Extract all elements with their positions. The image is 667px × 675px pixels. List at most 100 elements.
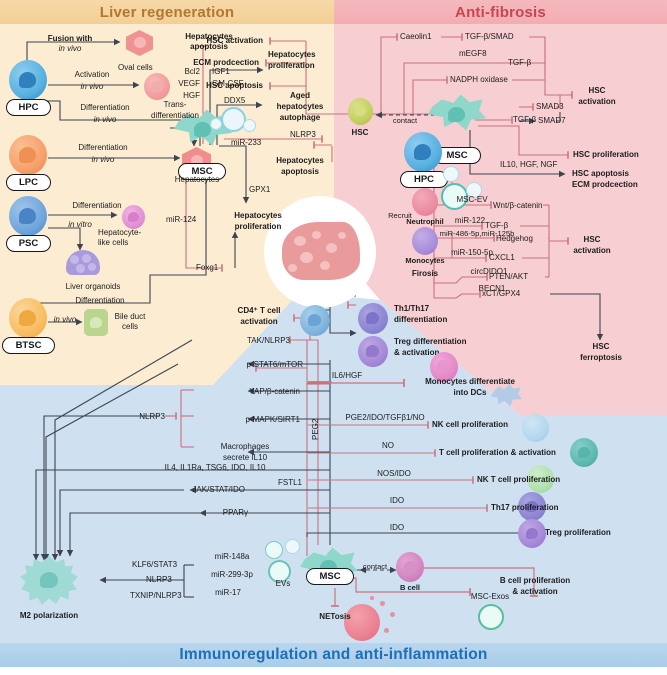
neutrophil-icon: [412, 188, 438, 216]
text-ppar-gamma: PPARγ: [222, 508, 248, 517]
text-caeolin1: Caeolin1: [400, 32, 432, 41]
text-hsc-activation-left: HSC activation: [206, 36, 263, 45]
text-p-stat6-mtor: p-STAT6/mTOR: [246, 360, 303, 369]
text-hep-prolif-1: Hepatocytes: [268, 50, 316, 59]
exosome-icon: [243, 119, 256, 132]
text-hsc-activation-2-2: activation: [573, 246, 611, 255]
text-macrophages-2: secrete IL10: [222, 453, 268, 462]
text-klf6-stat3: KLF6/STAT3: [132, 560, 178, 569]
header-anti-fibrosis: Anti-fibrosis: [334, 0, 667, 24]
text-hepatocytes: Hepatocytes: [174, 175, 220, 184]
exosome-icon: [221, 107, 246, 132]
text-nadph-oxidase: NADPH oxidase: [450, 75, 508, 84]
text-hsc-proliferation: HSC proliferation: [573, 150, 639, 159]
text-ecm-prodcection-right: ECM prodcection: [572, 180, 638, 189]
header-fibrosis-title: Anti-fibrosis: [455, 3, 546, 21]
text-hsc-activation-right-2: activation: [578, 97, 616, 106]
text-hep-prolif2-1: Hepatocytes: [234, 211, 282, 220]
cd4-t-cell-nucleus-icon: [308, 314, 321, 326]
text-mir150: miR-150-5p: [451, 248, 493, 257]
text-mir17: miR-17: [215, 588, 241, 597]
text-hep-prolif-2: proliferation: [268, 61, 315, 70]
text-activation: Activation: [74, 70, 110, 79]
organoid-vesicle-icon: [82, 254, 91, 263]
nk-cell-icon: [522, 414, 549, 442]
text-msc-exos: MSC-Exos: [470, 592, 510, 601]
text-fusion-with: Fusion with: [47, 34, 93, 43]
text-p-mapk-sirt1: p-MAPK/SIRT1: [245, 415, 300, 424]
text-hep-apoptosis-2: apoptosis: [190, 42, 228, 51]
text-treg-prolif: Treg proliferation: [545, 528, 611, 537]
header-liver-regeneration: Liver regeneration: [0, 0, 334, 24]
text-hsc-apoptosis-left: HSC apoptosis: [206, 81, 263, 90]
label-msc-fibrosis: MSC: [433, 147, 481, 164]
text-evs: EVs: [275, 579, 291, 588]
text-fstl1: FSTL1: [277, 478, 303, 487]
liver-nodule-icon: [312, 231, 321, 239]
text-circdido1: circDIDO1: [470, 267, 508, 276]
exosome-icon: [441, 183, 468, 210]
text-b-cell-prolif-1: B cell proliferation: [499, 576, 571, 585]
ev-icon: [265, 541, 283, 559]
text-hsc-ferroptosis-1: HSC: [592, 342, 610, 351]
bile-duct-nucleus-icon: [90, 317, 102, 328]
text-th17-prolif: Th17 proliferation: [491, 503, 559, 512]
text-differentiation-psc: Differentiation: [72, 201, 122, 210]
text-th1th17-1: Th1/Th17: [394, 304, 430, 313]
text-tgfb-3: TGF-β: [485, 221, 509, 230]
hsc-nucleus-icon: [355, 106, 366, 116]
liver-nodule-icon: [294, 236, 306, 246]
text-monocytes-dc-2: into DCs: [453, 388, 487, 397]
text-mir299: miR-299-3p: [211, 570, 253, 579]
text-differentiation-lpc: Differentiation: [78, 143, 128, 152]
hpc-nucleus-icon-fibrosis: [414, 144, 431, 160]
treg-prolif-nucleus-icon: [526, 528, 538, 539]
label-hpc: HPC: [6, 99, 51, 116]
text-becn1: BECN1: [478, 284, 506, 293]
text-b-cell: B cell: [399, 583, 421, 592]
text-hsc-ferroptosis-2: ferroptosis: [580, 353, 622, 362]
text-bile-duct-1: Bile duct: [114, 312, 146, 321]
text-foxg1: Foxg1: [196, 263, 219, 272]
treg-nucleus-icon: [366, 345, 379, 357]
net-fragment-icon: [384, 628, 389, 633]
text-hsc: HSC: [351, 128, 369, 137]
btsc-nucleus-icon: [19, 310, 36, 326]
header-immunoregulation: Immunoregulation and anti-inflammation: [0, 643, 667, 667]
organoid-vesicle-icon: [70, 255, 79, 264]
text-hep-apoptosis2-1: Hepatocytes: [276, 156, 324, 165]
text-gmcsf: GM-CSF: [212, 79, 244, 88]
text-hsc-activation-2-1: HSC: [583, 235, 601, 244]
text-differentiation-lpc-in-vivo: in vivo: [91, 155, 115, 164]
th1-th17-nucleus-icon: [366, 312, 379, 324]
label-btsc: BTSC: [2, 337, 55, 354]
text-tgfb-1: TGF-β: [508, 58, 532, 67]
text-no: NO: [382, 441, 394, 450]
text-treg-1: Treg differentiation: [394, 337, 467, 346]
label-hpc-fibrosis: HPC: [400, 171, 448, 188]
label-lpc: LPC: [6, 174, 51, 191]
text-hep-apoptosis2-2: apoptosis: [281, 167, 319, 176]
text-gpx1: GPX1: [249, 185, 271, 194]
text-tgfb-2: TGF-β: [513, 115, 537, 124]
exosome-icon: [210, 118, 222, 130]
text-fusion-in-vivo: in vivo: [58, 44, 82, 53]
text-msc-ev: MSC-EV: [456, 195, 488, 204]
hepatocytes-nucleus-icon: [191, 155, 203, 166]
text-differentiation-hpc: Differentiation: [80, 103, 130, 112]
text-nos-ido: NOS/IDO: [377, 469, 411, 478]
text-contact-fibrosis: contact: [392, 116, 418, 125]
text-hgf: HGF: [183, 91, 200, 100]
text-recruit: Recruit: [388, 211, 412, 220]
text-hep-apoptosis-1: Hepatocytes: [185, 32, 233, 41]
text-hep-prolif2-2: proliferation: [234, 222, 282, 231]
liver-nodule-icon: [288, 264, 297, 272]
text-smad7: SMAD7: [538, 116, 566, 125]
text-nlrp3-a: NLRP3: [139, 412, 165, 421]
text-ido-1: IDO: [389, 496, 405, 505]
text-b-cell-prolif-2: & activation: [512, 587, 558, 596]
msc-nucleus-icon: [194, 122, 211, 137]
text-aged-3: autophage: [279, 113, 321, 122]
text-cxcl1: CXCL1: [489, 253, 515, 262]
